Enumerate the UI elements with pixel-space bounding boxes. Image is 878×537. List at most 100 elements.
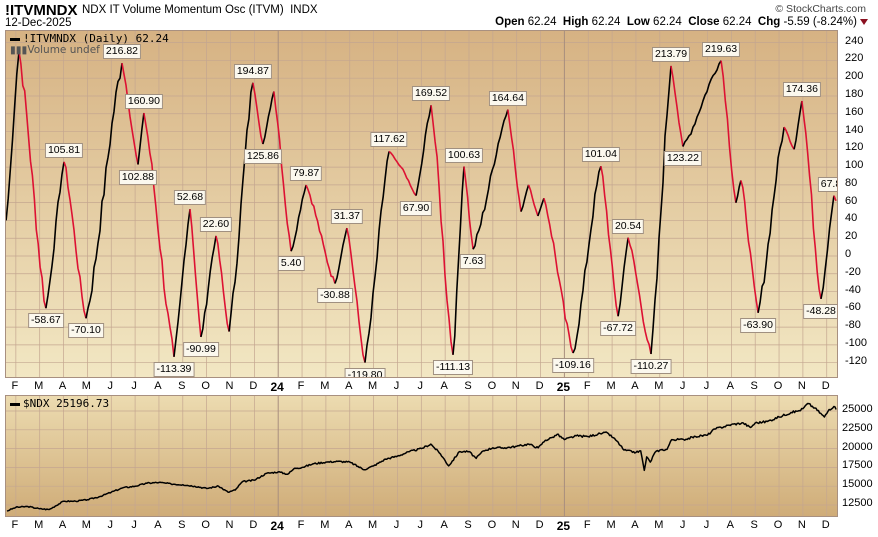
y-tick-label: 12500 bbox=[842, 497, 873, 509]
month-label: F bbox=[297, 519, 305, 531]
month-label: J bbox=[131, 380, 137, 392]
oscillator-line-falling bbox=[833, 195, 837, 202]
peak-value-label: 79.87 bbox=[289, 165, 323, 181]
y-tick-label: -20 bbox=[845, 265, 861, 278]
oscillator-line-rising bbox=[793, 100, 803, 150]
peak-value-label: 174.36 bbox=[782, 81, 821, 97]
peak-value-label: 213.79 bbox=[651, 46, 691, 62]
copyright-link[interactable]: © StockCharts.com bbox=[775, 3, 866, 15]
peak-value-label: 22.60 bbox=[199, 216, 233, 232]
trough-value-label: -48.28 bbox=[803, 303, 837, 319]
month-label: 24 bbox=[270, 519, 284, 533]
month-label: F bbox=[11, 380, 19, 392]
peak-value-label: 100.63 bbox=[444, 147, 484, 163]
trough-value-label: -110.27 bbox=[630, 359, 672, 375]
peak-value-label: 160.90 bbox=[124, 93, 163, 109]
month-label: J bbox=[417, 519, 424, 531]
month-label: A bbox=[726, 380, 735, 392]
legend-line-icon bbox=[10, 37, 20, 41]
month-label: 25 bbox=[556, 380, 571, 394]
month-label: M bbox=[34, 380, 44, 392]
y-tick-label: 160 bbox=[845, 105, 864, 118]
y-tick-label: -100 bbox=[845, 336, 868, 349]
trough-value-label: 67.90 bbox=[399, 200, 433, 216]
ndx-price-line bbox=[6, 402, 837, 512]
y-tick-label: -80 bbox=[845, 319, 861, 332]
month-label: A bbox=[154, 380, 162, 392]
y-tick-label: 240 bbox=[845, 34, 864, 47]
volume-legend: ▮▮▮Volume undef bbox=[10, 44, 100, 56]
month-label: F bbox=[297, 380, 305, 392]
oscillator-line-falling bbox=[430, 105, 454, 355]
oscillator-line-falling bbox=[252, 82, 264, 145]
oscillator-line-rising bbox=[262, 91, 275, 145]
trough-value-label: 5.40 bbox=[277, 256, 305, 272]
trough-value-label: 123.22 bbox=[663, 151, 702, 167]
chg-label: Chg bbox=[757, 16, 781, 28]
month-label: M bbox=[34, 519, 44, 531]
oscillator-line-falling bbox=[801, 100, 822, 300]
month-label: O bbox=[487, 380, 497, 392]
month-label: J bbox=[131, 519, 137, 531]
y-tick-label: 22500 bbox=[842, 421, 873, 434]
y-tick-label: -120 bbox=[845, 354, 868, 367]
peak-value-label: 105.81 bbox=[44, 142, 84, 158]
trough-value-label: -30.88 bbox=[317, 288, 353, 304]
oscillator-line-falling bbox=[507, 109, 522, 212]
month-label: O bbox=[201, 519, 210, 531]
exchange-text: INDX bbox=[290, 4, 318, 16]
high-label: High bbox=[562, 16, 589, 28]
oscillator-line-falling bbox=[63, 161, 87, 319]
oscillator-line-falling bbox=[720, 60, 737, 203]
month-label: D bbox=[821, 519, 830, 531]
open-value: 62.24 bbox=[527, 16, 557, 28]
peak-value-label: 31.37 bbox=[330, 209, 364, 225]
oscillator-line-falling bbox=[215, 235, 230, 332]
volume-bars-icon: ▮▮▮ bbox=[10, 44, 28, 56]
oscillator-line-falling bbox=[400, 166, 417, 197]
peak-value-label: 194.87 bbox=[233, 63, 272, 79]
month-label: J bbox=[107, 380, 114, 392]
y-tick-label: -40 bbox=[845, 283, 861, 296]
peak-value-label: 169.52 bbox=[412, 86, 451, 102]
y-tick-label: 220 bbox=[845, 52, 864, 65]
month-label: 25 bbox=[556, 519, 571, 533]
month-label: J bbox=[703, 519, 710, 531]
trough-value-label: -58.67 bbox=[28, 313, 64, 329]
chg-value: -5.59 (-8.24%) bbox=[783, 16, 857, 28]
ohlc-readout: Open 62.24 High 62.24 Low 62.24 Close 62… bbox=[495, 16, 868, 28]
trough-value-label: -109.16 bbox=[552, 358, 594, 374]
month-label: A bbox=[631, 380, 639, 392]
y-tick-label: 120 bbox=[845, 141, 864, 154]
trough-value-label: 102.88 bbox=[118, 169, 158, 185]
month-label: A bbox=[154, 519, 162, 531]
low-label: Low bbox=[626, 16, 650, 28]
peak-value-label: 20.54 bbox=[611, 218, 645, 234]
month-label: O bbox=[773, 519, 783, 531]
month-label: J bbox=[703, 380, 710, 392]
month-label: N bbox=[797, 380, 806, 392]
month-label: O bbox=[201, 380, 210, 392]
month-label: N bbox=[511, 519, 520, 531]
month-label: S bbox=[464, 519, 472, 531]
legend-line-icon bbox=[10, 402, 20, 406]
peak-value-label: 164.64 bbox=[488, 90, 527, 106]
month-label: S bbox=[750, 380, 758, 392]
trough-value-label: -119.80 bbox=[344, 367, 386, 377]
oscillator-line-rising bbox=[334, 227, 348, 284]
month-label: F bbox=[583, 519, 591, 531]
oscillator-line-falling bbox=[189, 209, 202, 337]
y-tick-label: 0 bbox=[845, 248, 852, 260]
oscillator-line-rising bbox=[735, 180, 742, 203]
high-value: 62.24 bbox=[591, 16, 621, 28]
ndx-plot bbox=[6, 396, 837, 516]
month-label: J bbox=[393, 519, 400, 531]
oscillator-line-falling bbox=[346, 227, 366, 363]
trough-value-label: -90.99 bbox=[183, 341, 219, 357]
month-label: J bbox=[393, 380, 400, 392]
month-label: A bbox=[58, 380, 67, 392]
oscillator-line-rising bbox=[452, 166, 465, 355]
month-label: M bbox=[606, 380, 616, 392]
oscillator-line-rising bbox=[200, 235, 217, 338]
month-label: N bbox=[225, 380, 234, 392]
